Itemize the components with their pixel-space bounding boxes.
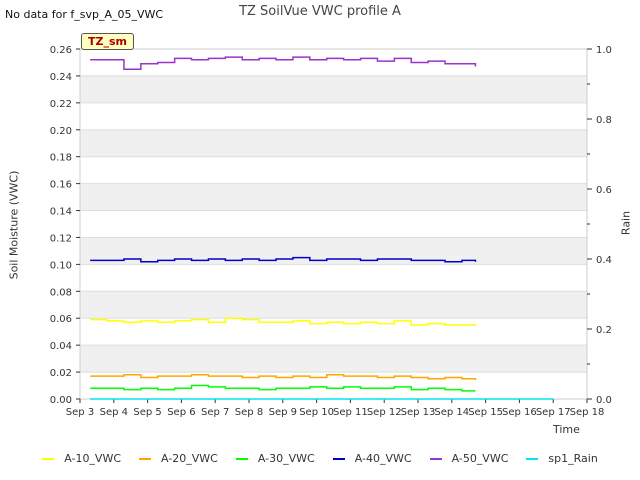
x-tick-label: Sep 6 [167,407,195,418]
x-tick-label: Sep 17 [536,407,571,418]
legend-label: A-10_VWC [64,452,122,465]
series-line-a-30-vwc [90,384,476,392]
y-tick-label: 0.08 [50,287,72,298]
legend: A-10_VWC A-20_VWC A-30_VWC A-40_VWC A-50_VWC… [0,452,640,465]
legend-item-a-20-vwc: A-20_VWC [139,452,218,465]
legend-label: A-20_VWC [161,452,218,465]
legend-item-a-30-vwc: A-30_VWC [235,452,315,465]
legend-swatch [42,457,55,460]
y-tick-label: 0.14 [50,207,72,218]
x-tick-label: Sep 15 [468,407,503,418]
grid-band [80,129,587,157]
x-tick-label: Sep 16 [502,407,537,418]
grid-band [80,75,587,103]
legend-label: A-40_VWC [354,452,412,465]
x-tick-label: Sep 11 [333,407,368,418]
legend-swatch [235,457,248,460]
legend-item-a-50-vwc: A-50_VWC [429,452,509,465]
x-tick-label: Sep 9 [269,407,297,418]
y2-tick-label: 0.2 [596,325,612,336]
legend-label: A-50_VWC [451,452,509,465]
y-tick-label: 0.00 [50,395,72,406]
y-tick-label: 0.24 [50,72,72,83]
y-tick-label: 0.26 [50,45,72,56]
x-tick-label: Sep 14 [434,407,469,418]
y-tick-label: 0.04 [50,341,72,352]
series-line-a-20-vwc [90,374,477,381]
y-tick-label: 0.20 [50,126,72,137]
x-tick-label: Sep 18 [570,407,605,418]
y2-tick-label: 0.0 [596,395,612,406]
y-tick-label: 0.10 [50,260,72,271]
chart-title: TZ SoilVue VWC profile A [239,4,401,19]
grid-band [80,291,587,319]
grid-band [80,183,587,211]
y-tick-label: 0.18 [50,153,72,164]
x-tick-label: Sep 12 [367,407,402,418]
series-line-a-10-vwc [90,317,477,327]
no-data-note: No data for f_svp_A_05_VWC [5,8,164,21]
y-tick-label: 0.02 [50,368,72,379]
y-tick-label: 0.22 [50,99,72,110]
legend-swatch [429,457,442,460]
x-tick-label: Sep 7 [201,407,229,418]
y2-tick-label: 0.4 [596,255,612,266]
legend-swatch [332,457,345,460]
y2-axis-label: Rain [619,210,633,236]
y-tick-label: 0.06 [50,314,72,325]
x-tick-label: Sep 3 [66,407,94,418]
legend-swatch [139,457,152,460]
y2-tick-label: 0.8 [596,115,612,126]
x-tick-label: Sep 4 [100,407,128,418]
y2-tick-label: 1.0 [596,45,612,56]
legend-item-a-40-vwc: A-40_VWC [332,452,412,465]
x-tick-label: Sep 10 [299,407,334,418]
station-badge: TZ_sm [81,33,134,50]
x-tick-label: Sep 13 [401,407,436,418]
x-tick-label: Sep 8 [235,407,263,418]
grid-band [80,345,587,373]
y-tick-label: 0.12 [50,233,72,244]
y2-tick-label: 0.6 [596,185,612,196]
legend-swatch [526,457,539,460]
x-tick-label: Sep 5 [133,407,161,418]
legend-label: sp1_Rain [548,452,598,465]
legend-item-a-10-vwc: A-10_VWC [42,452,121,465]
y-axis-label: Soil Moisture (VWC) [7,170,21,280]
series-line-a-40-vwc [90,256,477,263]
y-tick-label: 0.16 [50,180,72,191]
legend-label: A-30_VWC [257,452,315,465]
series-line-a-50-vwc [90,56,477,70]
grid-band [80,237,587,265]
x-axis-label: Time [553,423,580,436]
legend-item-sp1-rain: sp1_Rain [526,452,598,465]
